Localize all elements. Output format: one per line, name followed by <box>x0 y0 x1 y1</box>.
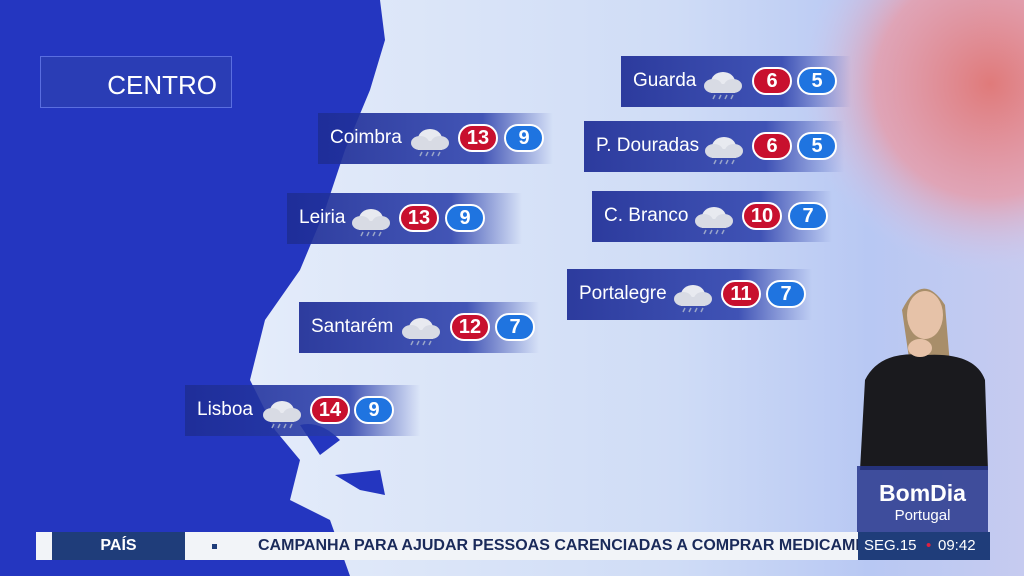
day: SEG.15 <box>864 537 917 554</box>
city: Coimbra 13 9 <box>318 113 553 164</box>
city: Guarda 6 5 <box>621 56 851 107</box>
max-temp: 13 <box>458 124 498 152</box>
city: Portalegre 11 7 <box>567 269 812 320</box>
city-name: Leiria <box>299 207 346 228</box>
bullet <box>212 544 217 549</box>
city-name: Coimbra <box>330 127 402 148</box>
ticker: PAÍS CAMPANHA PARA AJUDAR PESSOAS CARENC… <box>36 532 990 560</box>
max-temp: 13 <box>399 204 439 232</box>
min-temp: 9 <box>445 204 485 232</box>
city-name: Lisboa <box>197 399 253 420</box>
city-name: P. Douradas <box>596 135 700 156</box>
city: C. Branco 10 7 <box>592 191 832 242</box>
city-name: C. Branco <box>604 205 689 226</box>
city: Santarém 12 7 <box>299 302 539 353</box>
estuary <box>300 424 385 495</box>
max-temp: 10 <box>742 202 782 230</box>
city-name: Santarém <box>311 316 394 337</box>
dot: • <box>926 537 932 554</box>
min-temp: 5 <box>797 67 837 95</box>
min-temp: 5 <box>797 132 837 160</box>
icon <box>702 130 746 166</box>
city: P. Douradas 6 5 <box>584 121 844 172</box>
min-temp: 7 <box>495 313 535 341</box>
max-temp: 14 <box>310 396 350 424</box>
city-name: Guarda <box>633 70 697 91</box>
icon <box>399 311 443 347</box>
city: Leiria 13 9 <box>287 193 522 244</box>
ticker-section: PAÍS <box>52 532 185 560</box>
icon <box>671 278 715 314</box>
region-box: CENTRO <box>40 56 232 108</box>
max-temp: 12 <box>450 313 490 341</box>
icon <box>692 200 736 236</box>
logo-sub: Portugal <box>894 507 951 524</box>
logo: BomDia Portugal <box>857 466 988 532</box>
min-temp: 7 <box>788 202 828 230</box>
min-temp: 9 <box>504 124 544 152</box>
min-temp: 7 <box>766 280 806 308</box>
min-temp: 9 <box>354 396 394 424</box>
clock: SEG.15 • 09:42 <box>858 532 990 560</box>
ticker-headline: CAMPANHA PARA AJUDAR PESSOAS CARENCIADAS… <box>258 537 858 554</box>
city: Lisboa 14 9 <box>185 385 420 436</box>
interpreter <box>860 288 988 470</box>
max-temp: 11 <box>721 280 761 308</box>
max-temp: 6 <box>752 67 792 95</box>
max-temp: 6 <box>752 132 792 160</box>
region-title: CENTRO <box>107 70 217 100</box>
icon <box>349 202 393 238</box>
time: 09:42 <box>938 537 976 554</box>
icon <box>701 65 745 101</box>
logo-brand: BomDia <box>879 480 966 506</box>
city-name: Portalegre <box>579 283 667 304</box>
icon <box>260 394 304 430</box>
icon <box>408 122 452 158</box>
